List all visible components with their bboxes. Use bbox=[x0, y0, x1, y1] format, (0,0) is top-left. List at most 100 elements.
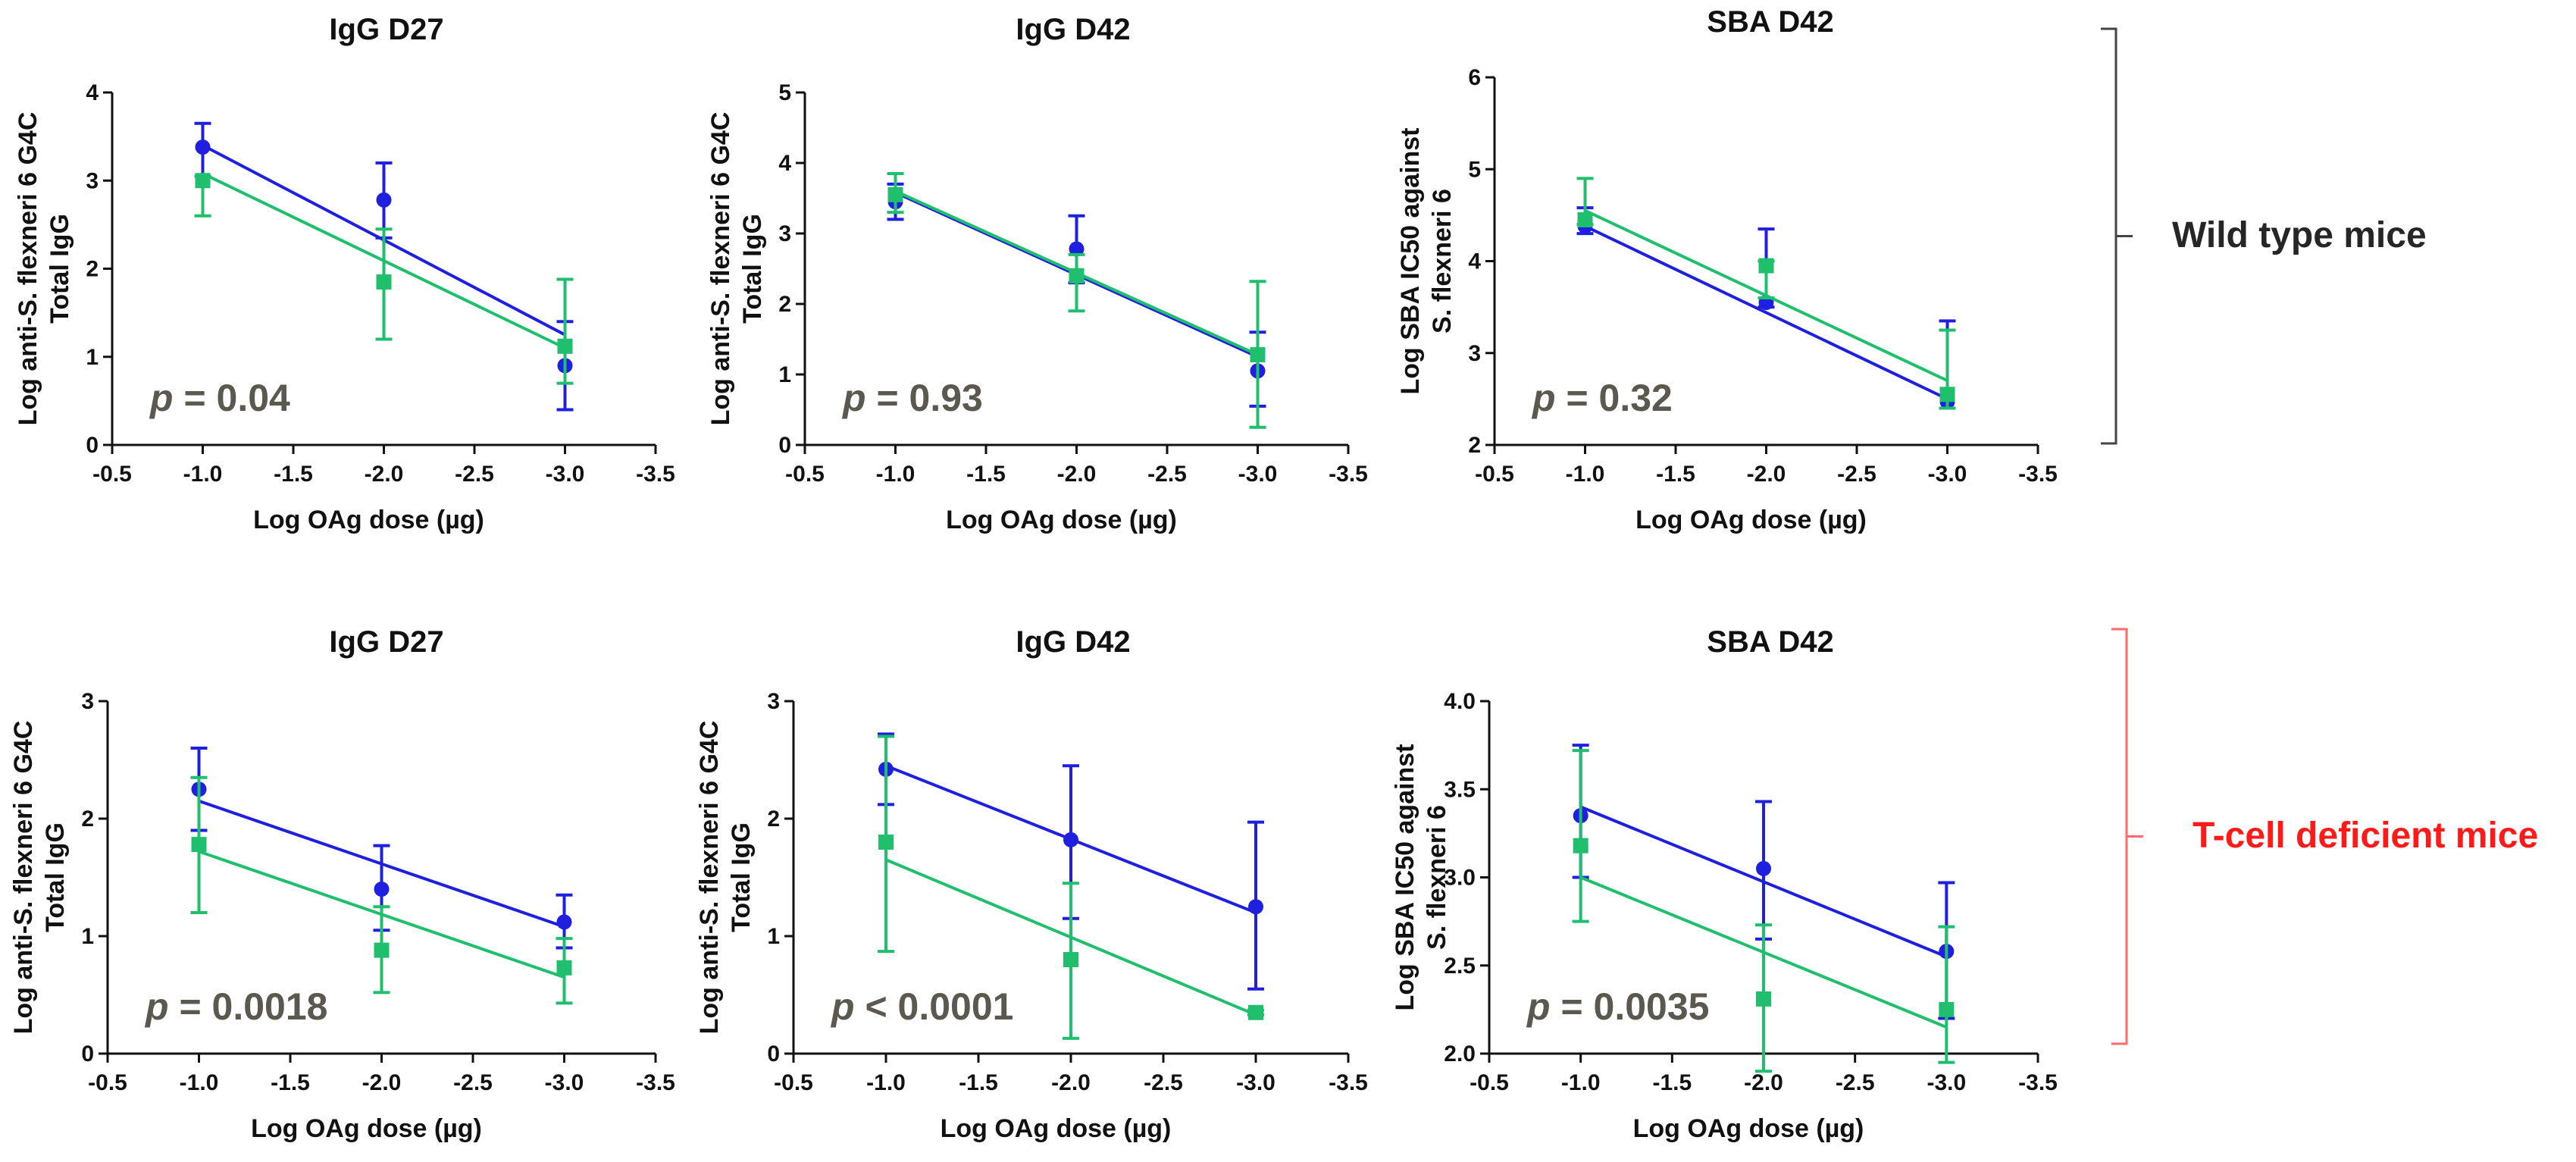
x-tick-label: -2.5 bbox=[1837, 462, 1876, 487]
data-point bbox=[1939, 387, 1955, 402]
x-tick-label: -2.5 bbox=[1147, 462, 1187, 487]
x-axis-label: Log OAg dose (µg) bbox=[253, 506, 484, 534]
group-bracket-2: T-cell deficient mice bbox=[2111, 628, 2538, 1045]
p-value-text: < 0.0001 bbox=[855, 985, 1014, 1028]
x-tick-label: -1.0 bbox=[866, 1070, 906, 1095]
y-tick-label: 2 bbox=[778, 292, 791, 317]
y-tick-label: 2 bbox=[767, 807, 780, 832]
y-tick-label: 3 bbox=[81, 689, 94, 714]
x-tick-label: -3.5 bbox=[1329, 462, 1368, 487]
series-green bbox=[878, 734, 1264, 1040]
y-axis-label: Log SBA IC50 against bbox=[1396, 127, 1425, 394]
data-point bbox=[1756, 991, 1771, 1007]
x-tick-label: -2.0 bbox=[1057, 462, 1097, 487]
data-point bbox=[1063, 832, 1078, 847]
data-point bbox=[887, 186, 903, 202]
x-tick-label: -1.5 bbox=[274, 462, 313, 487]
x-tick-label: -1.5 bbox=[966, 462, 1006, 487]
series-green bbox=[194, 172, 574, 385]
y-tick-label: 0 bbox=[81, 1041, 94, 1066]
x-tick-label: -3.5 bbox=[636, 1070, 675, 1095]
bracket-line bbox=[2101, 27, 2133, 445]
p-value-text: = 0.0035 bbox=[1551, 985, 1710, 1028]
x-tick-label: -3.0 bbox=[1928, 462, 1967, 487]
series-green bbox=[887, 171, 1266, 429]
chart-panel-1: IgG D27 0 1 2 3 4 -0.5 -1.0 -1.5 -2.0 -2.5 -3.0 -3.5… bbox=[14, 13, 675, 534]
data-point bbox=[557, 338, 573, 354]
y-axis-label: S. flexneri 6 bbox=[1428, 189, 1457, 334]
data-point bbox=[191, 837, 207, 853]
y-tick-label: 4 bbox=[778, 151, 791, 176]
data-point bbox=[1069, 268, 1085, 283]
p-value-text: = 0.32 bbox=[1556, 377, 1673, 419]
x-tick-label: -0.5 bbox=[88, 1070, 127, 1095]
p-value-symbol: p bbox=[830, 985, 855, 1028]
data-point bbox=[1250, 346, 1266, 362]
data-point bbox=[376, 274, 392, 290]
chart-title: SBA D42 bbox=[1707, 625, 1833, 659]
y-tick-label: 3.0 bbox=[1444, 866, 1476, 891]
p-value-text: = 0.0018 bbox=[169, 985, 328, 1028]
x-tick-label: -0.5 bbox=[1475, 462, 1514, 487]
p-value-annotation: p = 0.93 bbox=[841, 377, 983, 419]
data-point bbox=[1248, 1004, 1263, 1020]
x-tick-label: -1.5 bbox=[1652, 1070, 1692, 1095]
x-tick-label: -2.5 bbox=[1836, 1070, 1875, 1095]
p-value-annotation: p = 0.0035 bbox=[1526, 985, 1709, 1028]
y-tick-label: 2 bbox=[86, 257, 99, 282]
y-tick-label: 2.0 bbox=[1444, 1041, 1476, 1066]
data-point bbox=[195, 173, 211, 189]
y-tick-label: 4.0 bbox=[1444, 689, 1476, 714]
series-green bbox=[190, 775, 573, 1005]
regression-line bbox=[1584, 224, 1948, 401]
data-point bbox=[1573, 838, 1588, 853]
data-point bbox=[556, 960, 572, 976]
y-axis-label: Log anti-S. flexneri 6 G4C bbox=[695, 721, 724, 1035]
x-tick-label: -3.0 bbox=[1236, 1070, 1275, 1095]
data-point bbox=[1577, 211, 1593, 227]
x-tick-label: -3.5 bbox=[2018, 1070, 2058, 1095]
chart-panel-4: IgG D27 0 1 2 3 -0.5 -1.0 -1.5 -2.0 -2.5 -3.0 -3.5 L… bbox=[9, 625, 675, 1143]
data-point bbox=[1069, 241, 1085, 257]
x-tick-label: -2.0 bbox=[362, 1070, 402, 1095]
y-tick-label: 4 bbox=[1468, 249, 1481, 274]
y-axis-label: Log anti-S. flexneri 6 G4C bbox=[706, 112, 735, 426]
y-tick-label: 3 bbox=[778, 221, 791, 246]
chart-title: IgG D27 bbox=[329, 625, 443, 659]
x-tick-label: -3.5 bbox=[1329, 1070, 1368, 1095]
y-axis-label: Total IgG bbox=[45, 214, 74, 324]
x-tick-label: -1.0 bbox=[180, 1070, 219, 1095]
chart-title: SBA D42 bbox=[1707, 5, 1833, 39]
y-tick-label: 1 bbox=[767, 924, 780, 949]
x-axis-label: Log OAg dose (µg) bbox=[1635, 506, 1867, 534]
x-tick-label: -2.0 bbox=[1051, 1070, 1091, 1095]
data-point bbox=[374, 882, 390, 897]
y-axis-label: Log anti-S. flexneri 6 G4C bbox=[9, 721, 38, 1035]
y-tick-label: 1 bbox=[86, 345, 99, 370]
x-tick-label: -2.0 bbox=[1744, 1070, 1783, 1095]
y-tick-label: 2 bbox=[81, 807, 94, 832]
chart-panel-3: SBA D42 2 3 4 5 6 -0.5 -1.0 -1.5 -2.0 -2.5 -3.0 -3.5… bbox=[1396, 5, 2058, 534]
x-tick-label: -0.5 bbox=[92, 462, 132, 487]
p-value-symbol: p bbox=[1526, 985, 1551, 1028]
x-tick-label: -2.5 bbox=[1144, 1070, 1183, 1095]
x-tick-label: -1.0 bbox=[1561, 1070, 1601, 1095]
group-label: Wild type mice bbox=[2172, 215, 2427, 255]
x-tick-label: -3.0 bbox=[545, 1070, 584, 1095]
x-tick-label: -1.5 bbox=[271, 1070, 310, 1095]
p-value-annotation: p = 0.04 bbox=[149, 377, 290, 419]
chart-panel-6: SBA D42 2.0 2.5 3.0 3.5 4.0 -0.5 -1.0 -1.5 -2.0 -2… bbox=[1391, 625, 2058, 1143]
group-label: T-cell deficient mice bbox=[2193, 816, 2538, 856]
y-tick-label: 2.5 bbox=[1444, 954, 1476, 979]
p-value-annotation: p < 0.0001 bbox=[830, 985, 1013, 1028]
p-value-text: = 0.93 bbox=[866, 377, 983, 419]
series-green bbox=[1572, 749, 1955, 1073]
chart-title: IgG D42 bbox=[1016, 13, 1130, 46]
group-bracket-1: Wild type mice bbox=[2101, 27, 2427, 445]
y-axis-label: Log SBA IC50 against bbox=[1391, 744, 1419, 1010]
y-tick-label: 0 bbox=[86, 433, 99, 458]
p-value-symbol: p bbox=[841, 377, 866, 419]
data-point bbox=[1758, 258, 1774, 274]
chart-panel-5: IgG D42 0 1 2 3 -0.5 -1.0 -1.5 -2.0 -2.5 -3.0 -3.5 L… bbox=[695, 625, 1368, 1143]
data-point bbox=[1248, 899, 1263, 915]
